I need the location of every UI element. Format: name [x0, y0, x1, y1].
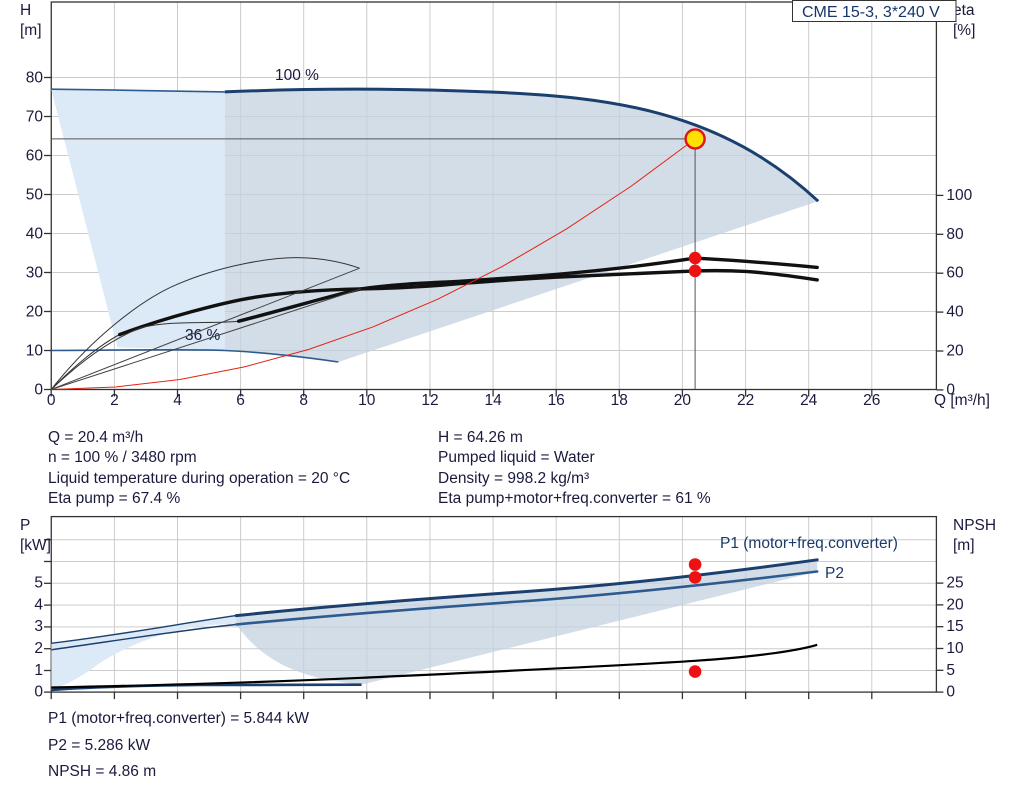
svg-text:80: 80	[946, 226, 964, 243]
svg-text:P1 (motor+freq.converter): P1 (motor+freq.converter)	[720, 535, 898, 552]
svg-text:14: 14	[484, 392, 502, 409]
svg-text:80: 80	[26, 70, 44, 87]
svg-text:H: H	[20, 2, 31, 19]
svg-text:24: 24	[800, 392, 818, 409]
svg-text:100 %: 100 %	[275, 67, 319, 84]
svg-text:0: 0	[34, 382, 43, 399]
svg-text:40: 40	[26, 226, 44, 243]
svg-text:P2: P2	[825, 565, 844, 582]
svg-text:[m]: [m]	[953, 537, 975, 554]
svg-text:8: 8	[299, 392, 308, 409]
svg-text:60: 60	[946, 265, 964, 282]
svg-text:[%]: [%]	[953, 22, 975, 39]
svg-text:50: 50	[26, 187, 44, 204]
svg-text:60: 60	[26, 148, 44, 165]
svg-text:0: 0	[946, 684, 955, 701]
svg-text:15: 15	[946, 618, 963, 635]
svg-text:2: 2	[34, 640, 43, 657]
svg-text:[kW]: [kW]	[20, 537, 51, 554]
svg-text:22: 22	[737, 392, 754, 409]
svg-text:10: 10	[358, 392, 376, 409]
svg-text:2: 2	[110, 392, 119, 409]
svg-text:70: 70	[26, 109, 44, 126]
svg-text:10: 10	[26, 343, 44, 360]
svg-text:100: 100	[946, 187, 972, 204]
svg-text:3: 3	[34, 618, 43, 635]
svg-text:30: 30	[26, 265, 44, 282]
svg-text:20: 20	[946, 343, 964, 360]
svg-text:5: 5	[946, 662, 955, 679]
svg-text:40: 40	[946, 304, 964, 321]
svg-text:20: 20	[674, 392, 692, 409]
svg-text:4: 4	[173, 392, 182, 409]
svg-text:NPSH: NPSH	[953, 517, 996, 534]
svg-text:[m]: [m]	[20, 22, 42, 39]
svg-text:20: 20	[946, 596, 964, 613]
svg-text:12: 12	[421, 392, 438, 409]
svg-text:5: 5	[34, 575, 43, 592]
svg-text:4: 4	[34, 596, 43, 613]
svg-text:10: 10	[946, 640, 964, 657]
svg-text:26: 26	[863, 392, 880, 409]
svg-text:18: 18	[611, 392, 628, 409]
svg-text:Q [m³/h]: Q [m³/h]	[934, 392, 990, 409]
svg-text:CME 15-3, 3*240 V: CME 15-3, 3*240 V	[802, 4, 940, 21]
svg-text:P: P	[20, 517, 30, 534]
svg-text:6: 6	[236, 392, 245, 409]
svg-text:20: 20	[26, 304, 44, 321]
svg-text:0: 0	[47, 392, 56, 409]
svg-text:16: 16	[548, 392, 565, 409]
svg-text:0: 0	[34, 684, 43, 701]
svg-text:25: 25	[946, 575, 963, 592]
svg-text:1: 1	[34, 662, 43, 679]
